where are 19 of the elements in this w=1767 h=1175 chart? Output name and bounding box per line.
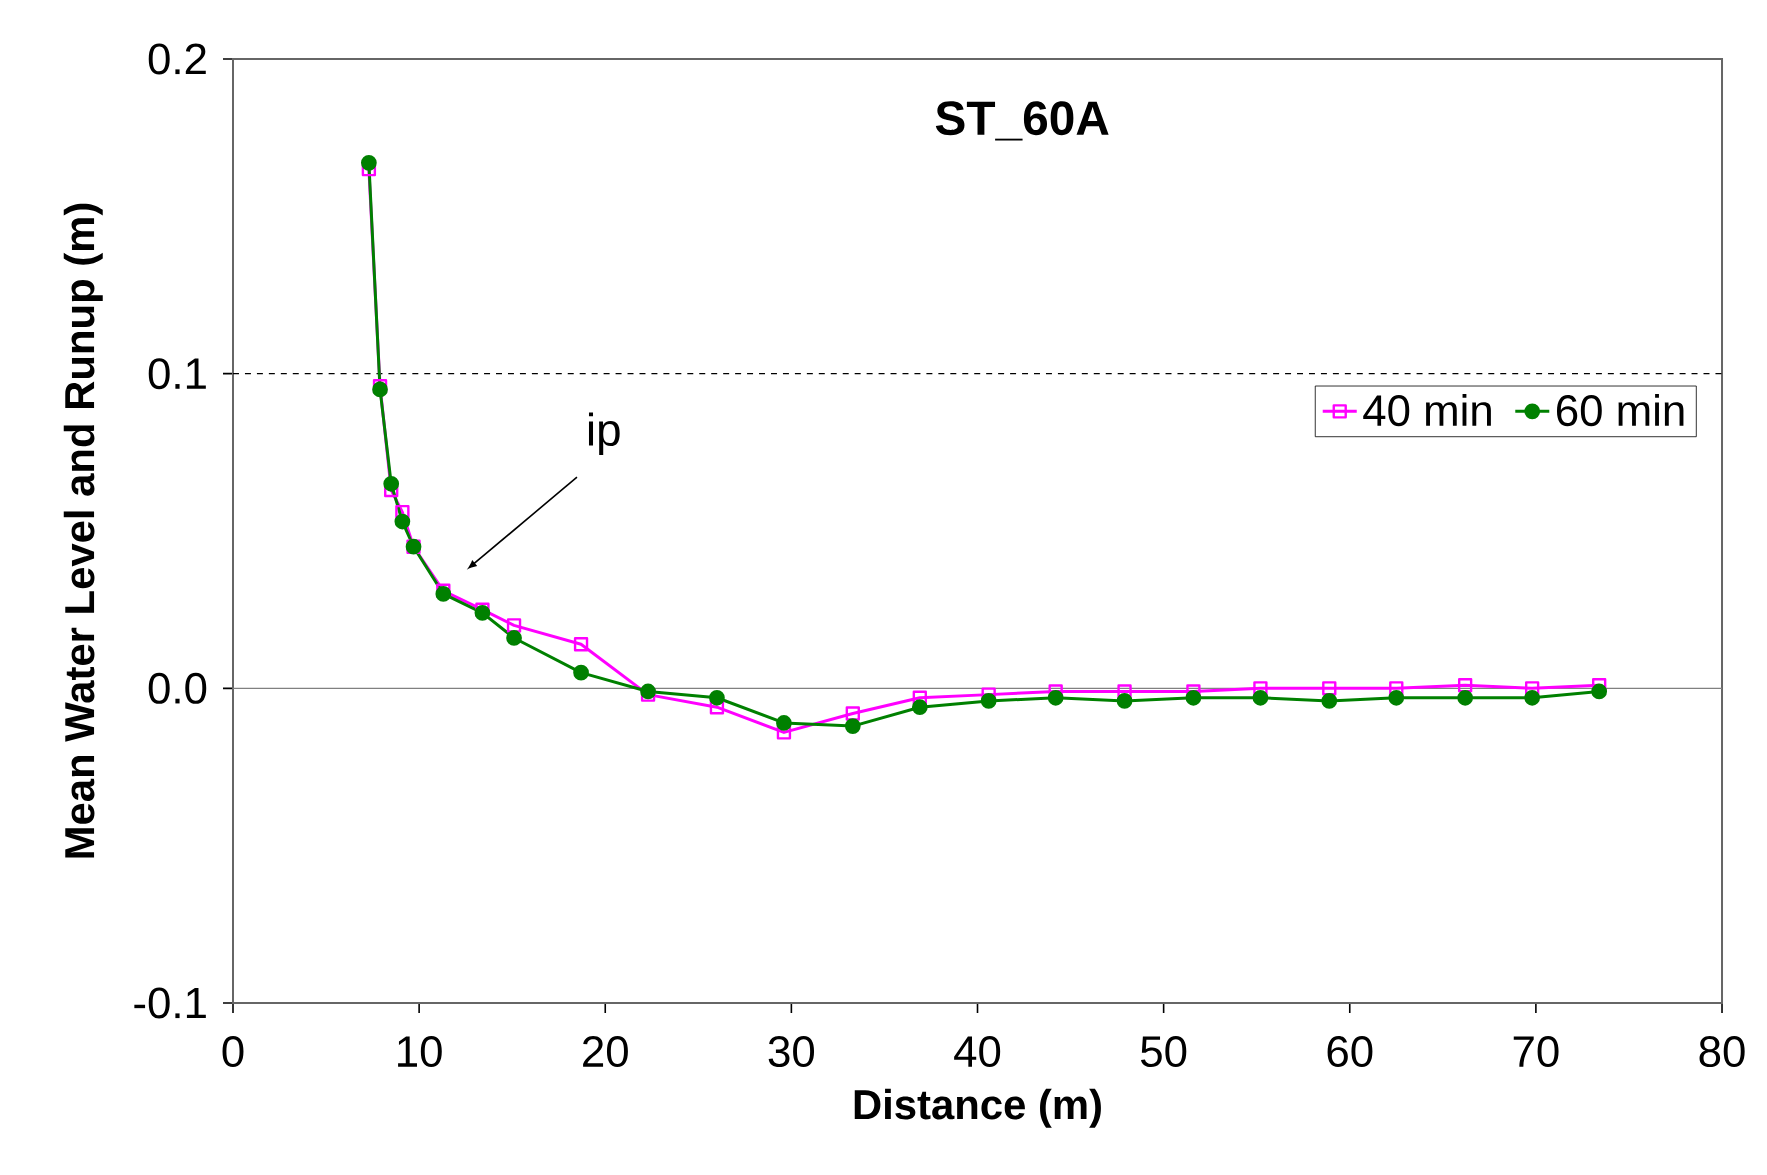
- x-tick-label: 20: [583, 1036, 628, 1068]
- x-tick-label: 10: [398, 1036, 442, 1068]
- x-axis-title: Distance (m): [854, 1088, 1101, 1128]
- x-tick-label: 60: [1327, 1036, 1373, 1068]
- x-tick-label: 40: [954, 1036, 1001, 1068]
- y-tick-label: 0.0: [148, 672, 207, 704]
- text: ST_60A: [935, 101, 1109, 141]
- legend-label: 40 min: [1363, 393, 1491, 427]
- x-tick-label: 0: [222, 1036, 244, 1068]
- x-tick-label: 70: [1513, 1036, 1559, 1068]
- x-tick-label: 50: [1141, 1036, 1187, 1068]
- y-axis-title: Mean Water Level and Runup (m): [63, 203, 103, 858]
- y-tick-label: -0.1: [134, 987, 206, 1019]
- annotation: ip: [588, 412, 620, 456]
- x-tick-label: 30: [768, 1036, 815, 1068]
- y-tick-label: 0.1: [148, 358, 206, 390]
- x-tick-label: 80: [1699, 1036, 1745, 1068]
- y-tick-label: 0.2: [148, 43, 206, 75]
- legend-label: 60 min: [1556, 393, 1684, 427]
